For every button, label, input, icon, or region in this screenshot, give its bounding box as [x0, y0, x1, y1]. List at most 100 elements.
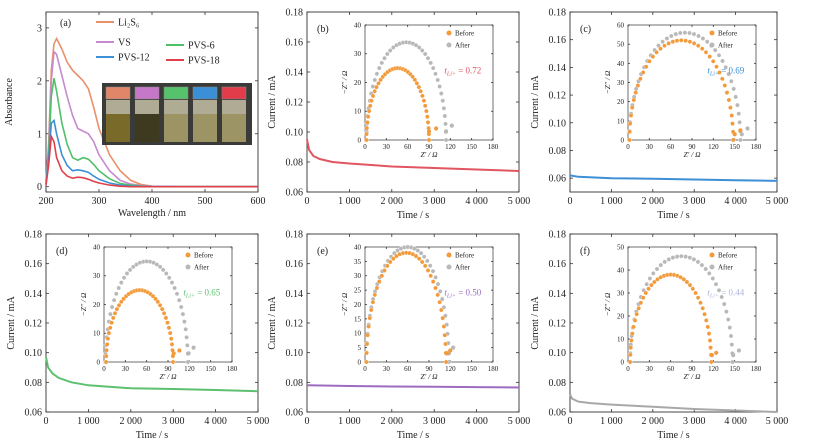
legend-before-label: Before: [455, 252, 474, 260]
before-point: [693, 290, 698, 296]
before-point: [710, 59, 716, 64]
before-point: [709, 353, 715, 358]
inset-xtick-label: 0: [363, 365, 367, 373]
inset-xtick-label: 0: [102, 365, 106, 373]
after-point: [691, 257, 697, 262]
inset-xtick-label: 120: [708, 143, 719, 151]
legend-label: PVS-6: [188, 41, 215, 52]
after-point: [731, 353, 736, 358]
before-point: [364, 350, 369, 356]
panel-label: (e): [317, 246, 328, 257]
panel-ylabel: Current / mA: [267, 75, 278, 129]
inset-ylabel: −Z'' / Ω: [340, 292, 349, 316]
after-point: [716, 53, 722, 58]
panel-ytick-label: 0.08: [25, 378, 43, 389]
before-point: [110, 315, 116, 321]
inset-ytick-label: 20: [354, 79, 362, 87]
before-point: [683, 38, 688, 43]
before-point: [169, 342, 175, 347]
nyquist-inset: 0 30 60 90 120 150 180 0 10 20 30 40 Z' / Ω −Z'' / Ω B…: [79, 243, 238, 381]
inset-ytick-label: 60: [617, 21, 625, 29]
before-point: [630, 331, 635, 336]
panel-xtick-label: 5 000: [508, 416, 531, 427]
legend-after-marker: [709, 264, 715, 270]
before-point: [705, 324, 711, 330]
after-point: [666, 257, 672, 262]
after-point: [707, 271, 712, 276]
panel-xtick-label: 5 000: [247, 416, 270, 427]
inset-xtick-label: 30: [383, 143, 391, 151]
nyquist-inset: 0 30 60 90 120 150 180 0 5 10 15 20 25 30 35 40 Z' / Ω −Z…: [340, 243, 499, 381]
after-point: [451, 345, 456, 350]
after-point: [444, 129, 449, 134]
ann-sub: Li+: [446, 293, 456, 299]
before-point: [638, 76, 643, 82]
before-point: [627, 129, 632, 135]
inset-ytick-label: 10: [354, 330, 362, 338]
before-point: [369, 98, 374, 103]
after-point: [437, 289, 443, 294]
before-point: [368, 307, 374, 313]
vial-glass: [106, 100, 130, 114]
panel-a-ytick-label: 0: [37, 182, 42, 193]
before-point: [168, 336, 174, 341]
before-point: [107, 325, 113, 331]
ann-val: = 0.65: [195, 287, 221, 297]
vial-glass: [222, 100, 246, 114]
after-point: [427, 263, 433, 268]
after-point: [114, 291, 119, 297]
before-point: [367, 315, 373, 321]
before-point: [631, 97, 637, 103]
after-point: [679, 253, 684, 259]
ann-t: t: [444, 65, 447, 75]
after-point: [178, 304, 184, 310]
before-point: [364, 125, 370, 131]
before-point: [730, 137, 736, 143]
panel-ytick-label: 0.08: [549, 146, 567, 157]
before-point: [442, 332, 448, 338]
inset-xtick-label: 60: [667, 365, 675, 373]
before-point: [700, 306, 705, 311]
inset-xtick-label: 180: [751, 365, 762, 373]
panel-xlabel: Time / s: [397, 210, 430, 221]
after-point: [674, 254, 680, 259]
panel-b: 0 1 000 2 000 3 000 4 000 5 000 0.06 0.08 0.10 0.…: [267, 8, 530, 222]
legend-after-label: After: [718, 42, 733, 50]
before-point: [425, 268, 431, 273]
panel-xlabel: Time / s: [657, 430, 690, 440]
inset-ytick-label: 40: [617, 266, 625, 274]
inset-xtick-label: 60: [667, 143, 675, 151]
inset-ytick-label: 40: [354, 243, 362, 251]
legend-before-label: Before: [718, 30, 737, 38]
panel-f: 0 1 000 2 000 3 000 4 000 5 000 0.06 0.08 0.10 0.…: [530, 230, 788, 440]
panel-ytick-label: 0.06: [549, 174, 567, 185]
vial-cap: [105, 86, 131, 100]
panel-ytick-label: 0.14: [25, 289, 43, 300]
before-point: [364, 137, 369, 143]
legend-before-marker: [185, 252, 191, 258]
panel-ytick-label: 0.10: [549, 348, 567, 359]
vial-cap: [192, 86, 218, 100]
before-point: [157, 303, 163, 308]
legend-after-label: After: [455, 42, 470, 50]
inset-xtick-label: 180: [488, 365, 499, 373]
before-point: [105, 336, 111, 341]
inset-xtick-label: 0: [626, 365, 630, 373]
panel-ytick-label: 0.06: [549, 408, 567, 419]
panel-xtick-label: 2 000: [642, 196, 665, 207]
after-point: [731, 86, 736, 92]
after-point: [739, 132, 744, 137]
legend-label: Li₂S₆: [118, 18, 140, 29]
before-point: [441, 324, 447, 329]
after-point: [699, 262, 705, 268]
inset-ytick-label: 50: [617, 243, 625, 251]
inset-ylabel: −Z'' / Ω: [603, 70, 612, 94]
legend-after-marker: [446, 264, 452, 270]
legend-before-label: Before: [455, 30, 474, 38]
panel-ylabel: Current / mA: [6, 296, 17, 350]
after-point: [658, 262, 664, 268]
before-point: [372, 89, 377, 94]
after-point: [660, 39, 665, 44]
inset-xtick-label: 90: [426, 143, 434, 151]
inset-ytick-label: 0: [621, 136, 625, 144]
